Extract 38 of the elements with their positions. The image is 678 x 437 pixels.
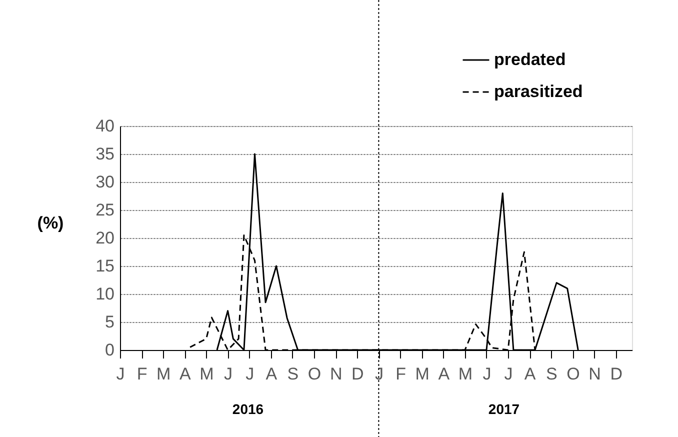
y-tick-label: 40 bbox=[96, 116, 114, 136]
y-tick-label: 0 bbox=[105, 340, 114, 360]
x-tick-label: D bbox=[610, 364, 622, 384]
y-tick-label: 25 bbox=[96, 200, 114, 220]
x-tick-label: S bbox=[546, 364, 558, 384]
x-tick-label: D bbox=[351, 364, 364, 384]
x-tick-label: M bbox=[200, 364, 214, 384]
x-tick-label: J bbox=[224, 364, 233, 384]
x-tick-label: J bbox=[482, 364, 492, 384]
x-tick-label: M bbox=[415, 364, 430, 384]
x-tick-label: M bbox=[156, 364, 171, 384]
x-tick-label: J bbox=[116, 364, 125, 384]
x-tick-label: A bbox=[266, 364, 278, 384]
legend-label: predated bbox=[494, 50, 566, 69]
text: 2016 bbox=[232, 401, 264, 417]
x-tick-label: S bbox=[287, 364, 299, 384]
x-tick-label: J bbox=[504, 364, 513, 384]
x-tick-label: J bbox=[374, 364, 384, 384]
y-axis-title: (%) bbox=[37, 214, 64, 232]
x-tick-label: A bbox=[438, 364, 450, 384]
x-tick-label: J bbox=[246, 364, 254, 384]
y-tick-label: 35 bbox=[96, 144, 114, 164]
x-tick-label: A bbox=[524, 364, 536, 384]
x-tick-label: O bbox=[308, 364, 322, 384]
y-tick-label: 15 bbox=[96, 256, 114, 276]
text: 2017 bbox=[488, 401, 520, 417]
x-tick-label: N bbox=[588, 364, 601, 384]
x-tick-label: N bbox=[330, 364, 342, 384]
legend-label: parasitized bbox=[494, 82, 583, 101]
x-tick-label: F bbox=[396, 364, 406, 384]
x-tick-label: O bbox=[566, 364, 580, 384]
x-tick-label: A bbox=[180, 364, 192, 384]
y-tick-label: 30 bbox=[96, 172, 114, 192]
x-tick-label: F bbox=[136, 364, 148, 384]
y-tick-label: 10 bbox=[96, 284, 114, 304]
x-tick-label: M bbox=[458, 364, 473, 384]
y-tick-label: 20 bbox=[96, 228, 114, 248]
y-tick-label: 5 bbox=[105, 312, 114, 332]
